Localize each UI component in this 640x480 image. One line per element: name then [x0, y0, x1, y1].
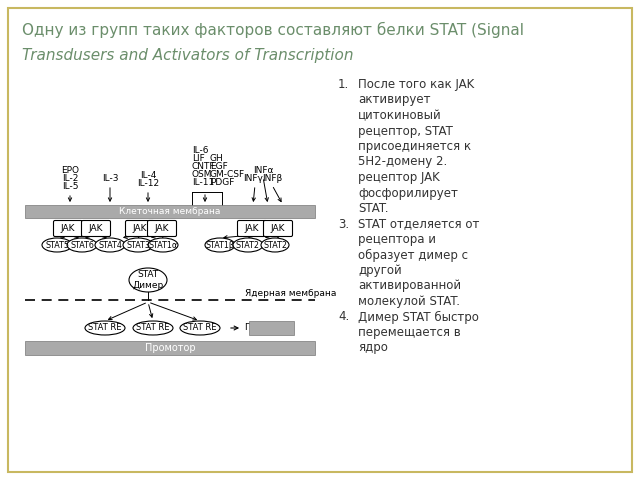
Ellipse shape — [67, 238, 97, 252]
Ellipse shape — [233, 238, 263, 252]
Text: IL-5: IL-5 — [61, 182, 78, 191]
Text: INFγ: INFγ — [243, 174, 263, 183]
Ellipse shape — [85, 321, 125, 335]
Text: 3.: 3. — [338, 217, 349, 230]
Text: Клеточная мембрана: Клеточная мембрана — [119, 207, 221, 216]
FancyBboxPatch shape — [54, 220, 83, 237]
Bar — [249, 321, 294, 335]
Text: IL-6: IL-6 — [192, 146, 209, 155]
Text: STAT6: STAT6 — [70, 240, 94, 250]
Ellipse shape — [42, 238, 72, 252]
FancyBboxPatch shape — [147, 220, 177, 237]
Text: 5Н2-домену 2.: 5Н2-домену 2. — [358, 156, 447, 168]
Text: STAT.: STAT. — [358, 202, 388, 215]
Text: Димер STAT быстро: Димер STAT быстро — [358, 311, 479, 324]
Text: цитокиновый: цитокиновый — [358, 109, 442, 122]
Text: GH: GH — [210, 154, 224, 163]
Text: ядро: ядро — [358, 341, 388, 355]
FancyBboxPatch shape — [237, 220, 266, 237]
Text: перемещается в: перемещается в — [358, 326, 461, 339]
Text: STAT1β: STAT1β — [205, 240, 234, 250]
Text: STAT5: STAT5 — [45, 240, 69, 250]
Text: STAT RE: STAT RE — [183, 324, 217, 333]
Text: образует димер с: образует димер с — [358, 249, 468, 262]
Ellipse shape — [205, 238, 235, 252]
Text: активирует: активирует — [358, 94, 431, 107]
Text: INFβ: INFβ — [262, 174, 282, 183]
Bar — [25, 205, 315, 218]
Text: STAT отделяется от: STAT отделяется от — [358, 217, 479, 230]
Ellipse shape — [95, 238, 125, 252]
Text: рецептора и: рецептора и — [358, 233, 436, 246]
Ellipse shape — [129, 268, 167, 292]
Text: STAT
Димер: STAT Димер — [132, 270, 164, 290]
Text: JAK: JAK — [244, 224, 259, 233]
Text: INFα: INFα — [253, 166, 273, 175]
Text: OSM: OSM — [192, 170, 212, 179]
Text: IL-3: IL-3 — [102, 174, 118, 183]
Text: STAT3: STAT3 — [126, 240, 150, 250]
Ellipse shape — [148, 238, 178, 252]
Text: рецептор JAK: рецептор JAK — [358, 171, 440, 184]
Ellipse shape — [123, 238, 153, 252]
Text: активированной: активированной — [358, 279, 461, 292]
Text: 1.: 1. — [338, 78, 349, 91]
Text: Transdusers and Activators of Transcription: Transdusers and Activators of Transcript… — [22, 48, 353, 63]
Text: IL-2: IL-2 — [62, 174, 78, 183]
Text: STAT2: STAT2 — [263, 240, 287, 250]
Text: PDGF: PDGF — [210, 178, 234, 187]
Text: LIF: LIF — [192, 154, 205, 163]
Text: STAT RE: STAT RE — [136, 324, 170, 333]
Text: GM-CSF: GM-CSF — [210, 170, 245, 179]
Text: JAK: JAK — [89, 224, 103, 233]
Ellipse shape — [180, 321, 220, 335]
Text: присоединяется к: присоединяется к — [358, 140, 471, 153]
Text: IL-4: IL-4 — [140, 171, 156, 180]
Text: фосфорилирует: фосфорилирует — [358, 187, 458, 200]
Text: IL-12: IL-12 — [137, 179, 159, 188]
Text: Одну из групп таких факторов составляют белки STAT (Signal: Одну из групп таких факторов составляют … — [22, 22, 524, 38]
Text: STAT RE: STAT RE — [88, 324, 122, 333]
Text: STAT1α: STAT1α — [148, 240, 178, 250]
Text: JAK: JAK — [155, 224, 169, 233]
FancyBboxPatch shape — [264, 220, 292, 237]
Text: молекулой STAT.: молекулой STAT. — [358, 295, 460, 308]
Text: CNTF: CNTF — [192, 162, 216, 171]
Text: 4.: 4. — [338, 311, 349, 324]
Text: JAK: JAK — [61, 224, 76, 233]
Text: После того как JAK: После того как JAK — [358, 78, 474, 91]
Ellipse shape — [133, 321, 173, 335]
FancyBboxPatch shape — [125, 220, 154, 237]
Text: JAK: JAK — [271, 224, 285, 233]
Text: EPO: EPO — [61, 166, 79, 175]
Bar — [25, 341, 315, 355]
Text: IL-11: IL-11 — [192, 178, 214, 187]
Text: Ядерная мембрана: Ядерная мембрана — [245, 289, 337, 298]
Text: рецептор, STAT: рецептор, STAT — [358, 124, 453, 137]
Text: EGF: EGF — [210, 162, 228, 171]
FancyBboxPatch shape — [81, 220, 111, 237]
Text: Промотор: Промотор — [145, 343, 195, 353]
Text: JAK: JAK — [132, 224, 147, 233]
Text: Ген: Ген — [244, 323, 261, 332]
Text: другой: другой — [358, 264, 402, 277]
Text: STAT2: STAT2 — [236, 240, 260, 250]
Text: STAT4: STAT4 — [98, 240, 122, 250]
Ellipse shape — [261, 238, 289, 252]
